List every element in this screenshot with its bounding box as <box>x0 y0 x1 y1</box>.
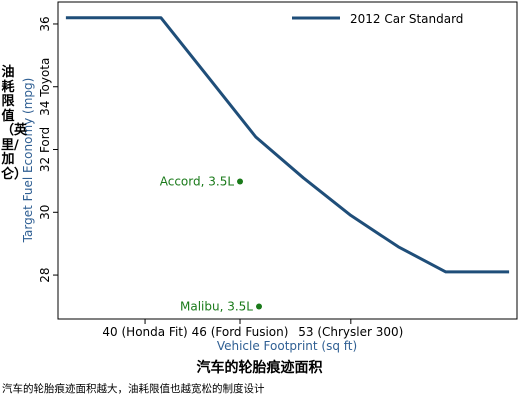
series-line <box>65 16 510 274</box>
point-label: Accord, 3.5L <box>160 175 235 189</box>
x-tick-label: 53 (Chrysler 300) <box>298 325 403 339</box>
x-axis: 40 (Honda Fit) 46 (Ford Fusion) 53 (Chrysl… <box>102 319 403 339</box>
y-tick-label: 30 <box>38 205 52 220</box>
data-point <box>237 178 244 185</box>
y-axis-label: Target Fuel Economy (mpg) <box>21 78 35 244</box>
y-tick-label: 28 <box>38 267 52 282</box>
x-axis-label: Vehicle Footprint (sq ft) <box>217 339 357 353</box>
x-tick-label: 40 (Honda Fit) <box>102 325 187 339</box>
plot-frame <box>57 1 518 320</box>
point-label: Malibu, 3.5L <box>180 299 253 313</box>
y-axis: 28 30 32 Ford 34 Toyota 36 <box>38 16 58 283</box>
legend-label: 2012 Car Standard <box>350 12 463 26</box>
chart-title: 汽车的轮胎痕迹面积 <box>196 360 323 376</box>
legend: 2012 Car Standard <box>292 12 463 26</box>
y-tick-label: 36 <box>38 16 52 31</box>
y-tick-label: 34 Toyota <box>38 58 52 116</box>
chart-caption: 汽车的轮胎痕迹面积越大，油耗限值也越宽松的制度设计 <box>2 383 265 395</box>
data-point <box>256 303 263 310</box>
y-axis-label-chinese: 油耗限值（英里/加仑） <box>1 65 28 182</box>
x-tick-label: 46 (Ford Fusion) <box>192 325 289 339</box>
y-tick-label: 32 Ford <box>38 127 52 172</box>
series-layer <box>65 16 510 274</box>
annotated-points: Accord, 3.5L Malibu, 3.5L <box>160 175 263 313</box>
